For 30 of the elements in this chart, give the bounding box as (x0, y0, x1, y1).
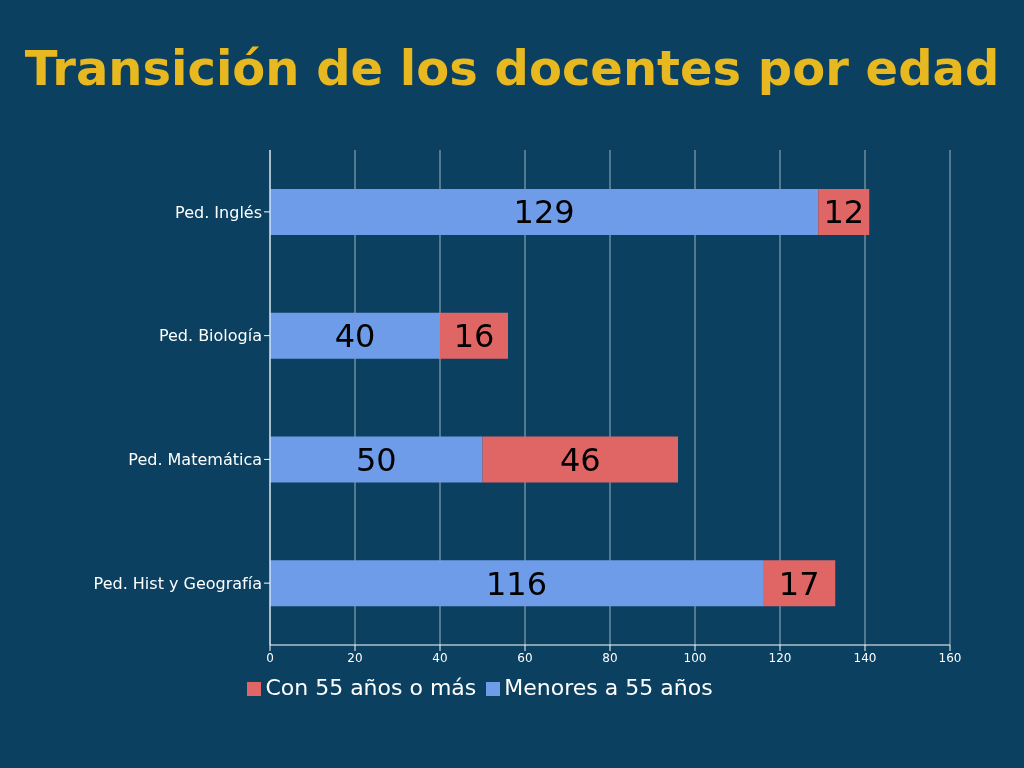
x-tick-label: 80 (602, 650, 618, 665)
data-label: 129 (513, 193, 575, 232)
y-tick-label: Ped. Biología (158, 326, 262, 346)
bar (763, 560, 836, 607)
x-tick-label: 100 (683, 650, 707, 665)
y-tick-label: Ped. Matemática (128, 450, 262, 470)
legend-label: Menores a 55 años (504, 675, 713, 700)
bar (270, 436, 483, 483)
bar (270, 312, 440, 359)
x-tick-label: 0 (266, 650, 274, 665)
data-label: 116 (485, 564, 548, 603)
data-label: 40 (334, 317, 376, 356)
x-tick-label: 20 (347, 650, 363, 665)
data-label: 50 (355, 440, 397, 479)
data-label: 17 (778, 564, 820, 603)
bar (270, 189, 819, 235)
x-tick-label: 40 (432, 650, 448, 665)
bar (270, 560, 763, 607)
data-label: 16 (453, 317, 495, 356)
x-tick-label: 60 (517, 650, 533, 665)
x-tick-label: 120 (768, 650, 792, 665)
data-label: 46 (559, 440, 601, 479)
chart-title: Transición de los docentes por edad (23, 40, 1001, 96)
legend-label: Con 55 años o más (265, 675, 477, 700)
bar (482, 436, 678, 483)
data-label: 12 (823, 193, 865, 232)
y-tick-label: Ped. Hist y Geografía (93, 573, 262, 593)
x-tick-label: 160 (938, 650, 962, 665)
y-tick-label: Ped. Inglés (175, 202, 262, 222)
x-tick-label: 140 (853, 650, 877, 665)
